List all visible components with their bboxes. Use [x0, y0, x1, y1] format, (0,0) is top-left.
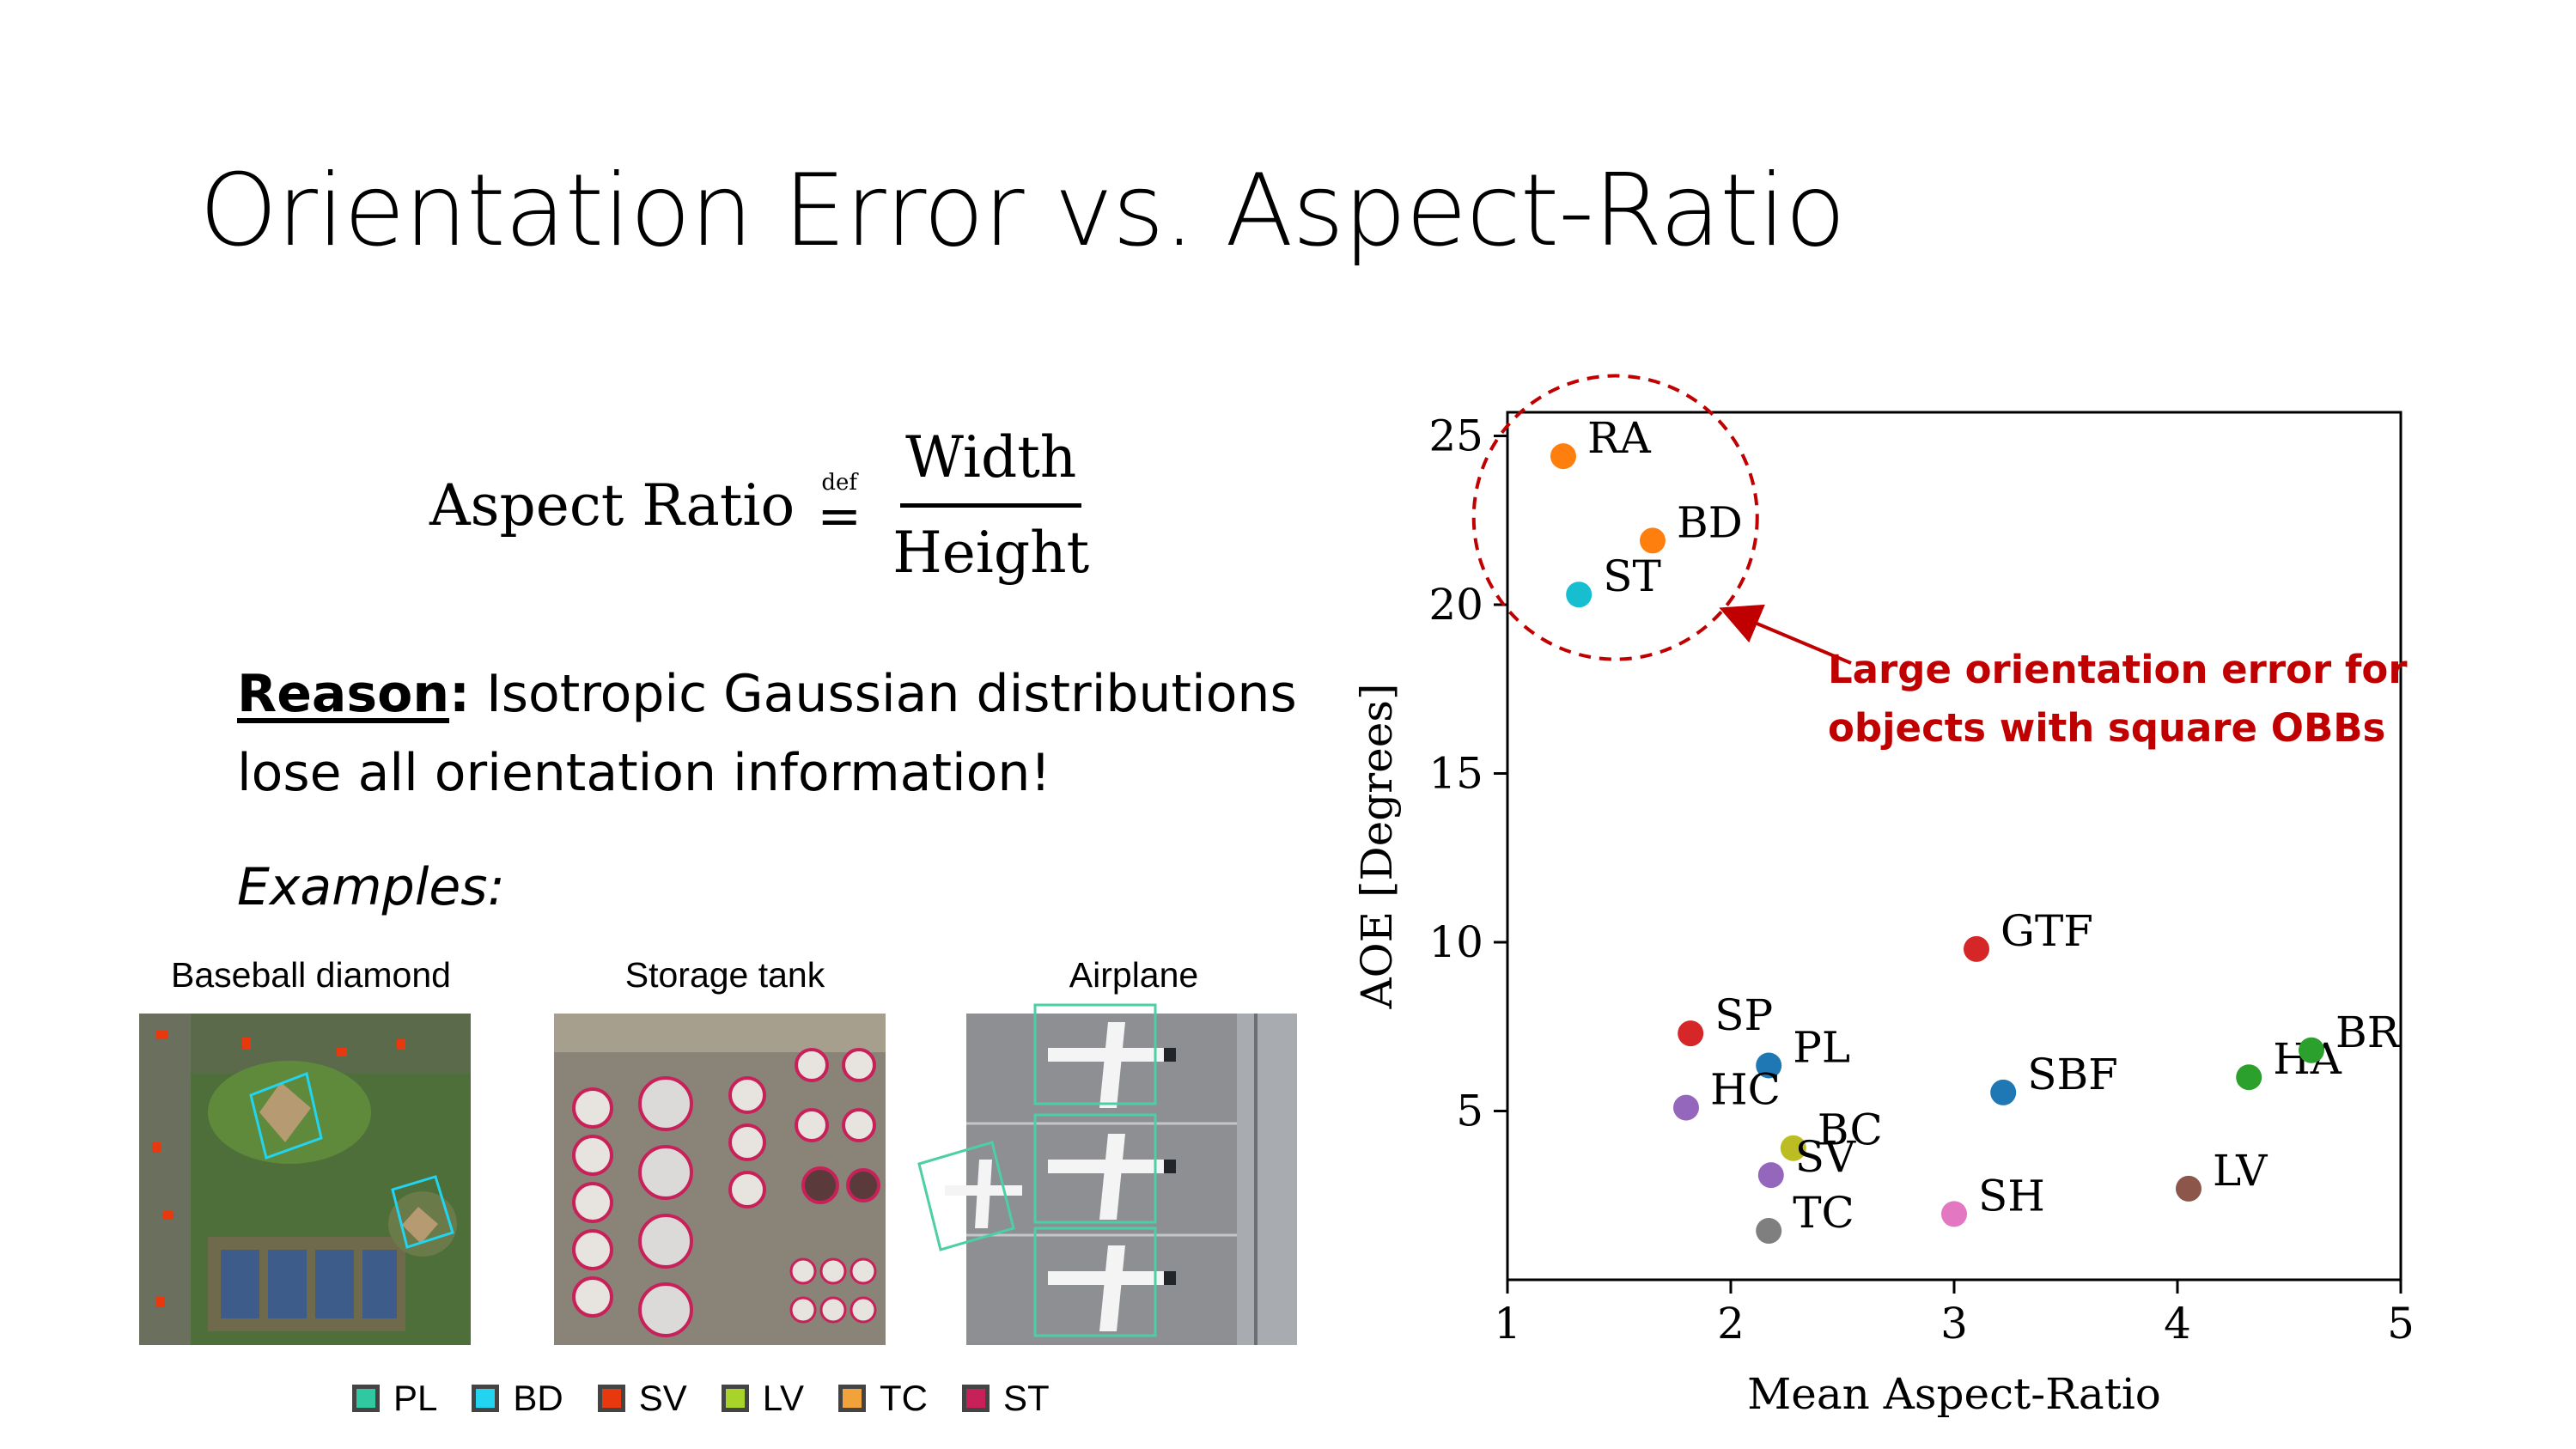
y-tick-label: 25	[1428, 411, 1483, 461]
point-label-ra: RA	[1587, 413, 1652, 463]
legend-swatch-tc	[838, 1385, 867, 1412]
point-sbf	[1990, 1079, 2017, 1105]
airplane-aerial-image	[917, 1003, 1297, 1345]
aspect-ratio-formula: Aspect Ratio def = Width Height	[429, 411, 1094, 600]
point-sv	[1757, 1162, 1784, 1189]
point-label-br: BR	[2335, 1008, 2401, 1057]
examples-label: Examples:	[237, 857, 505, 917]
point-gtf	[1964, 935, 1989, 962]
legend-label-pl: PL	[393, 1378, 438, 1418]
reason-text: Reason: Isotropic Gaussian distributions…	[237, 654, 1354, 813]
x-tick-label: 3	[1940, 1299, 1968, 1349]
baseball-diamond-aerial-image	[139, 1014, 471, 1345]
legend-swatch-st	[962, 1385, 990, 1412]
legend-label-bd: BD	[513, 1378, 563, 1418]
legend-label-sv: SV	[638, 1378, 687, 1418]
legend-item-pl: PL	[352, 1378, 437, 1419]
formula-def: def	[821, 470, 858, 496]
point-bd	[1640, 527, 1666, 554]
formula-denominator: Height	[892, 519, 1090, 586]
point-bc	[1780, 1135, 1806, 1161]
point-label-lv: LV	[2213, 1146, 2268, 1196]
aoe-scatter-chart: 1 2 3 4 5 5 10 15 20 25 Mean Aspect-Ratio AOE [Degr…	[1352, 374, 2415, 1417]
point-sp	[1678, 1020, 1704, 1047]
point-label-sh: SH	[1978, 1171, 2045, 1221]
legend-label-st: ST	[1003, 1378, 1050, 1418]
legend-item-lv: LV	[721, 1378, 805, 1419]
annotation-line-2: objects with square OBBs	[1828, 705, 2386, 751]
point-label-sv: SV	[1795, 1132, 1856, 1182]
formula-equals: =	[817, 484, 862, 547]
legend-swatch-lv	[721, 1385, 749, 1412]
x-tick-label: 2	[1717, 1299, 1745, 1349]
panel-label-baseball-diamond: Baseball diamond	[171, 955, 451, 995]
point-label-sp: SP	[1714, 990, 1773, 1040]
point-sh	[1941, 1201, 1967, 1227]
reason-body: Isotropic Gaussian distributions lose al…	[237, 664, 1297, 803]
legend-swatch-bd	[472, 1385, 500, 1412]
point-label-bd: BD	[1677, 497, 1743, 547]
panel-label-airplane: Airplane	[1069, 955, 1199, 995]
point-label-st: ST	[1603, 551, 1661, 601]
legend-item-st: ST	[962, 1378, 1050, 1419]
point-label-bc: BC	[1818, 1105, 1883, 1155]
point-label-pl: PL	[1793, 1022, 1850, 1072]
annotation-line-1: Large orientation error for	[1828, 647, 2408, 692]
examples-legend: PL BD SV LV TC ST	[352, 1373, 1084, 1424]
legend-item-tc: TC	[838, 1378, 928, 1419]
point-br	[2299, 1037, 2324, 1063]
panel-label-storage-tank: Storage tank	[624, 955, 825, 995]
legend-swatch-sv	[597, 1385, 625, 1412]
formula-lhs: Aspect Ratio	[429, 472, 795, 539]
point-hc	[1673, 1094, 1699, 1121]
legend-label-lv: LV	[762, 1378, 805, 1418]
point-st	[1566, 581, 1592, 608]
formula-fraction: Width Height	[887, 424, 1094, 587]
point-pl	[1756, 1052, 1782, 1079]
y-axis-label: AOE [Degrees]	[1352, 684, 1402, 1010]
y-tick-label: 15	[1428, 749, 1483, 799]
x-tick-label: 4	[2164, 1299, 2191, 1349]
legend-item-sv: SV	[597, 1378, 687, 1419]
y-tick-label: 20	[1428, 580, 1483, 630]
formula-defeq: def =	[817, 470, 862, 547]
point-ra	[1550, 443, 1576, 470]
legend-item-bd: BD	[472, 1378, 563, 1419]
y-tick-label: 10	[1428, 917, 1483, 967]
reason-label: Reason	[237, 664, 450, 724]
chart-annotation: Large orientation error for objects with…	[1828, 641, 2408, 758]
y-tick-label: 5	[1456, 1087, 1483, 1136]
slide-title: Orientation Error vs. Aspect-Ratio	[199, 153, 1846, 269]
legend-label-tc: TC	[880, 1378, 929, 1418]
annotation-arrow	[1719, 604, 1852, 665]
x-axis-label: Mean Aspect-Ratio	[1747, 1369, 2161, 1417]
point-label-gtf: GTF	[2001, 906, 2093, 956]
reason-colon: :	[449, 664, 471, 724]
point-label-hc: HC	[1710, 1065, 1781, 1115]
x-tick-label: 1	[1494, 1299, 1521, 1349]
point-tc	[1756, 1218, 1782, 1245]
storage-tank-aerial-image	[554, 1014, 886, 1345]
formula-numerator: Width	[900, 424, 1082, 508]
x-tick-label: 5	[2387, 1299, 2415, 1349]
point-label-tc: TC	[1793, 1188, 1854, 1238]
point-ha	[2236, 1064, 2262, 1091]
legend-swatch-pl	[352, 1385, 380, 1412]
point-lv	[2176, 1175, 2201, 1202]
highlight-circle	[1471, 374, 1759, 661]
point-label-sbf: SBF	[2027, 1050, 2118, 1099]
